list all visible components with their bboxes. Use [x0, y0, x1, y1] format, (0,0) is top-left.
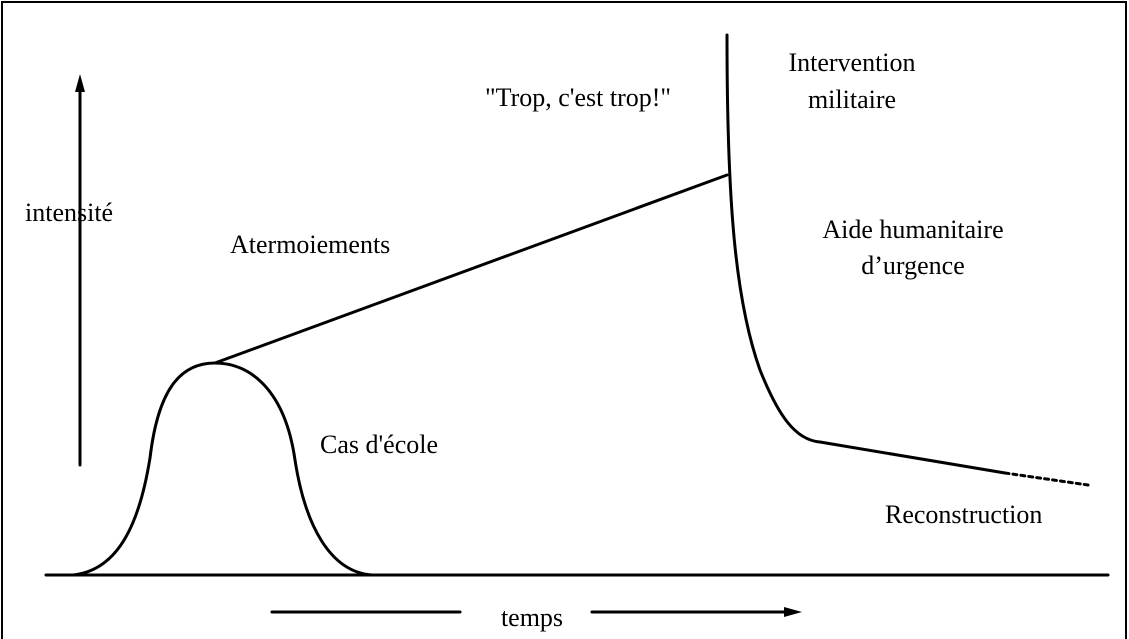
phase-label: "Trop, c'est trop!"	[485, 83, 671, 112]
intervention-curve	[725, 33, 822, 444]
y-arrowhead	[75, 74, 85, 92]
x-label: temps	[501, 603, 563, 632]
bell-curve	[71, 361, 374, 577]
phase-label: Intervention	[788, 48, 915, 77]
phase-label: d’urgence	[861, 251, 964, 280]
delay-line	[213, 173, 729, 365]
phase-label: Atermoiements	[230, 230, 390, 259]
x-arrowhead	[784, 607, 802, 617]
phase-label: Cas d'école	[320, 430, 438, 459]
reconstruction-dotted	[1003, 471, 1090, 487]
y-label: intensité	[25, 198, 113, 227]
phase-label: militaire	[808, 85, 896, 114]
phase-label: Aide humanitaire	[822, 215, 1003, 244]
reconstruction-line	[818, 440, 1007, 475]
phase-label: Reconstruction	[885, 500, 1042, 529]
